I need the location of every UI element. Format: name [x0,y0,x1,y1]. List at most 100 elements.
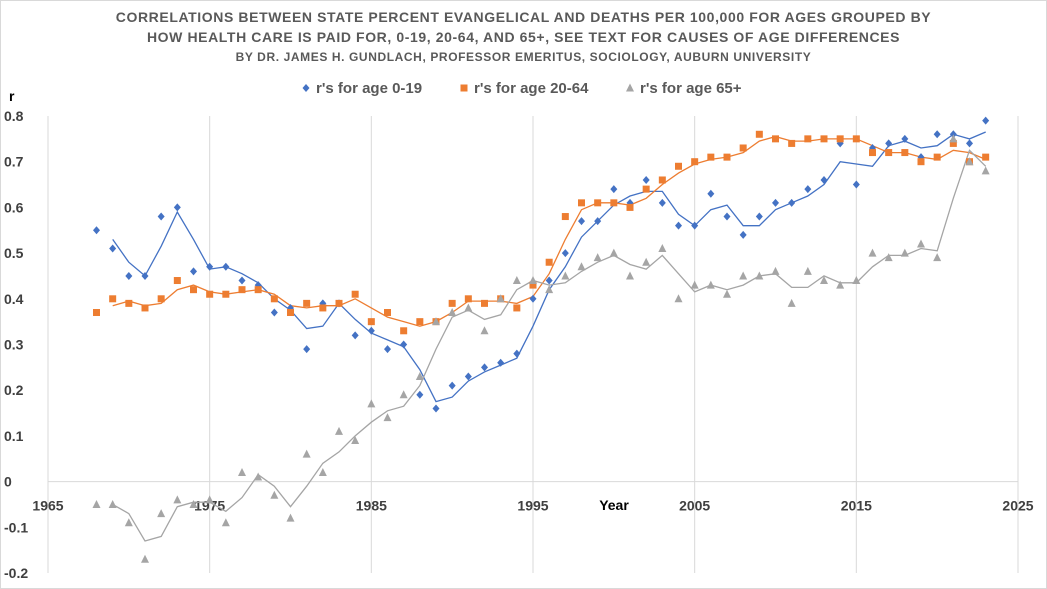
data-point-series-3 [658,244,667,253]
legend-label-series-1: r's for age 0-19 [316,80,422,97]
data-point-series-1 [885,139,893,148]
gridlines [209,116,1019,573]
data-point-series-2 [723,153,731,161]
data-point-series-1 [238,276,246,285]
data-point-series-3 [496,294,505,303]
chart-title-line-1: CORRELATIONS BETWEEN STATE PERCENT EVANG… [115,9,932,25]
data-point-series-1 [755,212,763,221]
y-tick-label: 0.4 [4,291,24,307]
data-point-series-2 [836,135,844,143]
data-point-series-3 [254,472,263,481]
legend: r's for age 0-19 r's for age 20-64 r's for… [302,80,742,97]
data-point-series-2 [270,295,278,303]
data-point-series-1 [303,345,311,354]
data-point-series-3 [981,166,990,175]
data-points [92,116,990,563]
data-point-series-1 [206,262,214,271]
data-point-series-2 [545,258,553,266]
data-point-series-2 [529,281,537,289]
data-point-series-3 [626,271,634,280]
data-point-series-3 [157,509,166,518]
data-point-series-3 [642,257,651,266]
legend-marker-series-1 [302,84,310,92]
data-point-series-2 [561,213,569,221]
data-point-series-2 [901,149,909,157]
data-point-series-2 [852,135,860,143]
data-point-series-1 [707,189,715,198]
data-point-series-1 [270,308,278,317]
data-point-series-1 [578,217,585,226]
data-point-series-1 [804,185,812,194]
data-point-series-2 [691,158,699,166]
data-point-series-2 [820,135,828,143]
data-point-series-3 [529,276,537,285]
data-point-series-2 [658,176,666,184]
y-tick-label: 0.3 [4,337,24,353]
data-point-series-3 [803,266,812,275]
data-point-series-1 [351,331,359,340]
data-point-series-2 [141,304,149,312]
data-point-series-3 [141,554,149,563]
data-point-series-3 [383,413,392,422]
data-point-series-3 [399,390,408,399]
data-point-series-3 [335,426,343,435]
data-point-series-2 [464,295,472,303]
data-point-series-2 [481,299,488,307]
x-tick-label: 2015 [841,498,872,514]
data-point-series-3 [124,518,133,527]
data-point-series-1 [820,175,828,184]
y-tick-label: 0 [4,474,12,490]
data-point-series-1 [497,358,505,367]
data-point-series-1 [949,130,957,139]
data-point-series-3 [771,266,780,275]
data-point-series-3 [432,317,440,326]
data-point-series-3 [609,248,618,257]
data-point-series-3 [512,276,521,285]
data-point-series-1 [93,226,100,235]
data-point-series-2 [125,299,133,307]
data-point-series-3 [820,276,828,285]
data-point-series-3 [92,499,101,508]
data-point-series-2 [400,327,408,335]
data-point-series-3 [949,134,958,143]
data-point-series-3 [561,271,570,280]
data-point-series-2 [675,162,682,170]
data-point-series-3 [480,326,489,335]
y-tick-label: -0.2 [4,565,28,581]
data-point-series-3 [302,449,311,458]
y-tick-label: -0.1 [4,519,28,535]
data-point-series-1 [545,276,553,285]
data-point-series-1 [529,294,537,303]
data-point-series-3 [205,495,214,504]
data-point-series-1 [966,139,973,148]
data-point-series-1 [384,345,391,354]
data-point-series-2 [206,290,214,298]
chart-subtitle: BY DR. JAMES H. GUNDLACH, PROFESSOR EMER… [235,50,812,64]
data-point-series-3 [900,248,909,257]
data-point-series-3 [108,499,117,508]
data-point-series-1 [190,267,197,276]
data-point-series-3 [917,239,925,248]
data-point-series-1 [723,212,731,221]
data-point-series-1 [852,180,860,189]
data-point-series-3 [965,157,974,166]
data-point-series-1 [173,203,181,212]
data-point-series-2 [707,153,715,161]
data-point-series-2 [869,149,876,157]
data-point-series-1 [610,185,618,194]
data-point-series-2 [222,290,230,298]
data-point-series-2 [416,318,424,326]
data-point-series-1 [513,349,521,358]
data-point-series-2 [287,309,294,317]
data-point-series-2 [448,299,456,307]
trend-line-series-2 [112,135,986,327]
data-point-series-3 [238,467,246,476]
data-point-series-1 [432,404,440,413]
data-point-series-1 [561,249,569,258]
legend-marker-series-2 [460,84,468,92]
legend-marker-series-3 [626,83,634,92]
data-point-series-3 [933,253,942,262]
data-point-series-2 [755,130,763,138]
data-point-series-1 [982,116,990,125]
trend-line-series-3 [112,149,987,542]
